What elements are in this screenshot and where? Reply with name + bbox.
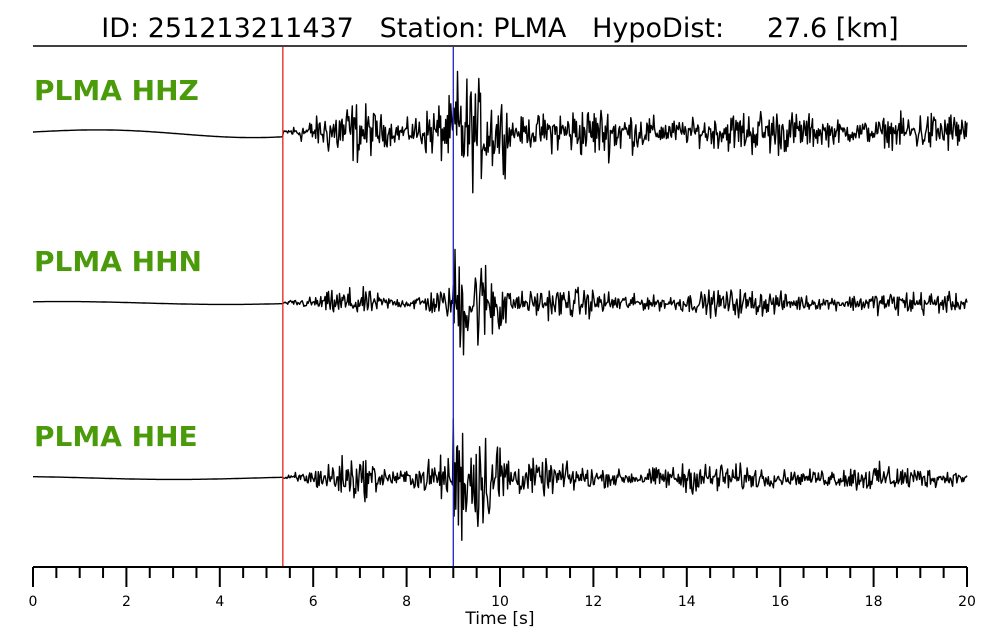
waveform-trace xyxy=(33,418,968,541)
waveform-trace xyxy=(33,248,968,356)
x-tick-label: 20 xyxy=(958,594,976,610)
x-tick-label: 16 xyxy=(771,594,789,610)
waveform-trace xyxy=(33,70,968,194)
channel-label: PLMA HHZ xyxy=(34,74,199,107)
x-tick-label: 18 xyxy=(865,594,883,610)
channel-label: PLMA HHN xyxy=(34,245,202,278)
x-tick-label: 14 xyxy=(678,594,696,610)
x-tick-label: 12 xyxy=(584,594,602,610)
x-tick-label: 4 xyxy=(215,594,224,610)
x-tick-label: 10 xyxy=(491,594,509,610)
x-tick-label: 6 xyxy=(309,594,318,610)
channel-label: PLMA HHE xyxy=(34,420,198,453)
channel-labels-group: PLMA HHZ PLMA HHN PLMA HHE xyxy=(34,74,202,453)
x-axis-label: Time [s] xyxy=(464,609,534,629)
x-tick-label: 2 xyxy=(122,594,131,610)
x-tick-label: 0 xyxy=(29,594,38,610)
time-axis: 0 2 4 6 8 10 12 14 16 18 20 xyxy=(29,566,976,610)
x-tick-label: 8 xyxy=(402,594,411,610)
chart-title: ID: 251213211437 Station: PLMA HypoDist:… xyxy=(101,13,898,44)
traces-group xyxy=(33,70,968,541)
